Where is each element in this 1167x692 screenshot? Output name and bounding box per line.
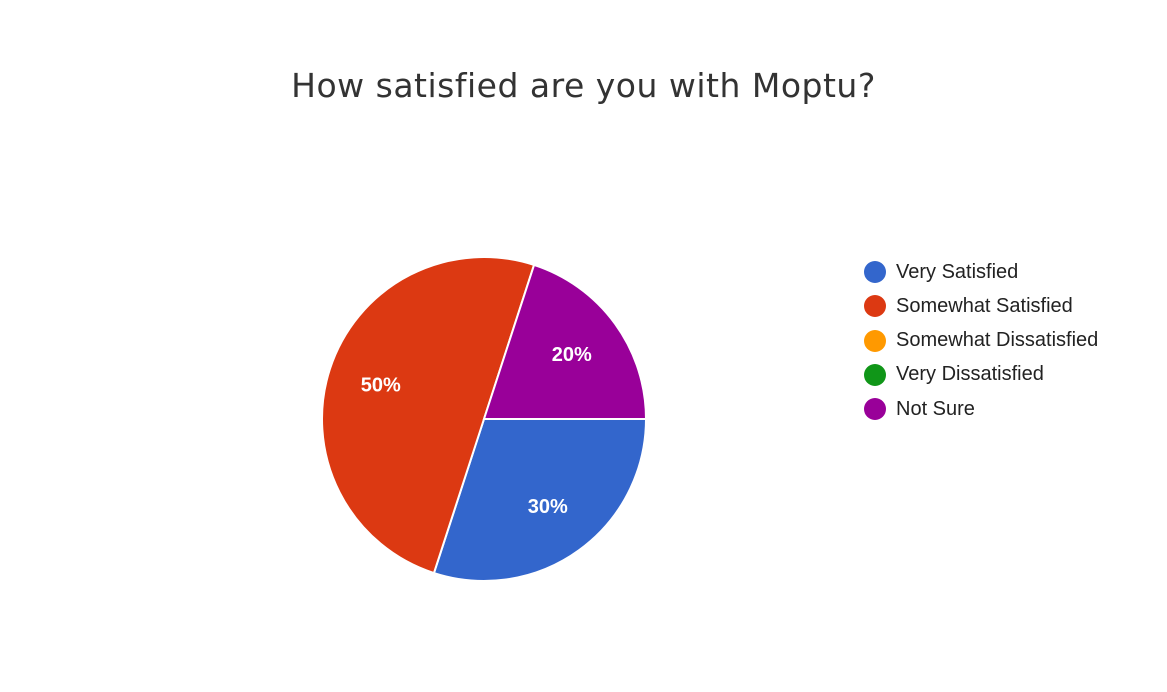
legend-item-very-dissatisfied: Very Dissatisfied <box>864 358 1098 392</box>
legend-label-somewhat-satisfied: Somewhat Satisfied <box>896 294 1073 317</box>
legend-label-somewhat-dissatisfied: Somewhat Dissatisfied <box>896 329 1099 352</box>
legend-label-very-satisfied: Very Satisfied <box>896 260 1019 283</box>
legend-item-somewhat-dissatisfied: Somewhat Dissatisfied <box>864 324 1098 358</box>
legend-label-very-dissatisfied: Very Dissatisfied <box>896 363 1044 386</box>
pie-slices <box>321 256 648 582</box>
slice-label-not-sure: 20% <box>552 344 592 366</box>
legend: Very Satisfied Somewhat Satisfied Somewhat… <box>864 255 1098 426</box>
legend-swatch-somewhat-dissatisfied <box>864 329 886 352</box>
legend-item-not-sure: Not Sure <box>864 392 1098 426</box>
legend-item-very-satisfied: Very Satisfied <box>864 255 1098 289</box>
pie-slice-labels: 30% 50% 20% <box>361 344 592 518</box>
legend-swatch-not-sure <box>864 398 886 421</box>
chart-title: How satisfied are you with Moptu? <box>291 66 876 105</box>
legend-swatch-very-dissatisfied <box>864 363 886 386</box>
slice-label-somewhat-satisfied: 50% <box>361 374 401 396</box>
slice-label-very-satisfied: 30% <box>528 496 568 518</box>
legend-label-not-sure: Not Sure <box>896 397 975 420</box>
pie-slice-not-sure <box>482 263 648 420</box>
legend-item-somewhat-satisfied: Somewhat Satisfied <box>864 289 1098 323</box>
pie-slice-somewhat-satisfied <box>321 256 536 575</box>
legend-swatch-very-satisfied <box>864 261 886 284</box>
legend-swatch-somewhat-satisfied <box>864 295 886 318</box>
pie-slice-very-satisfied <box>432 418 648 582</box>
